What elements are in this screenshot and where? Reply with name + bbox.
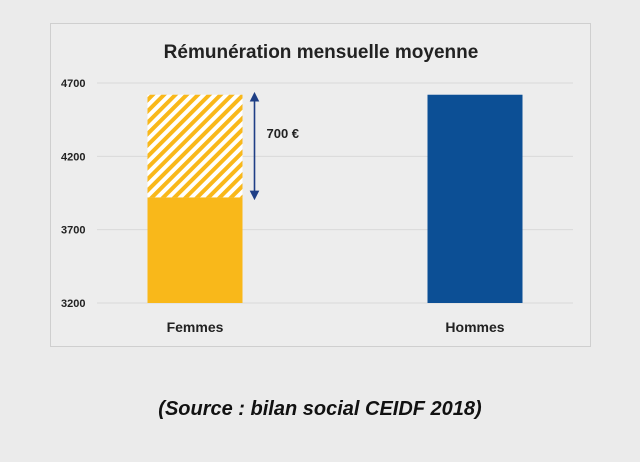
- gap-label: 700 €: [267, 126, 300, 141]
- source-caption: (Source : bilan social CEIDF 2018): [158, 398, 482, 420]
- bar-hommes: [427, 94, 523, 303]
- bar-femmes: [147, 197, 243, 303]
- gap-hatched-segment: [147, 94, 243, 198]
- y-tick-label: 4200: [61, 151, 85, 163]
- y-tick-label: 3700: [61, 225, 85, 237]
- chart-title: Rémunération mensuelle moyenne: [164, 42, 479, 63]
- bar-chart: Rémunération mensuelle moyenne 3200 3700 4…: [61, 42, 573, 335]
- y-tick-label: 3200: [61, 298, 85, 310]
- y-tick-label: 4700: [61, 78, 85, 90]
- x-tick-label: Femmes: [167, 319, 224, 335]
- chart-panel: Rémunération mensuelle moyenne 3200 3700 4…: [50, 23, 591, 347]
- x-tick-label: Hommes: [445, 319, 504, 335]
